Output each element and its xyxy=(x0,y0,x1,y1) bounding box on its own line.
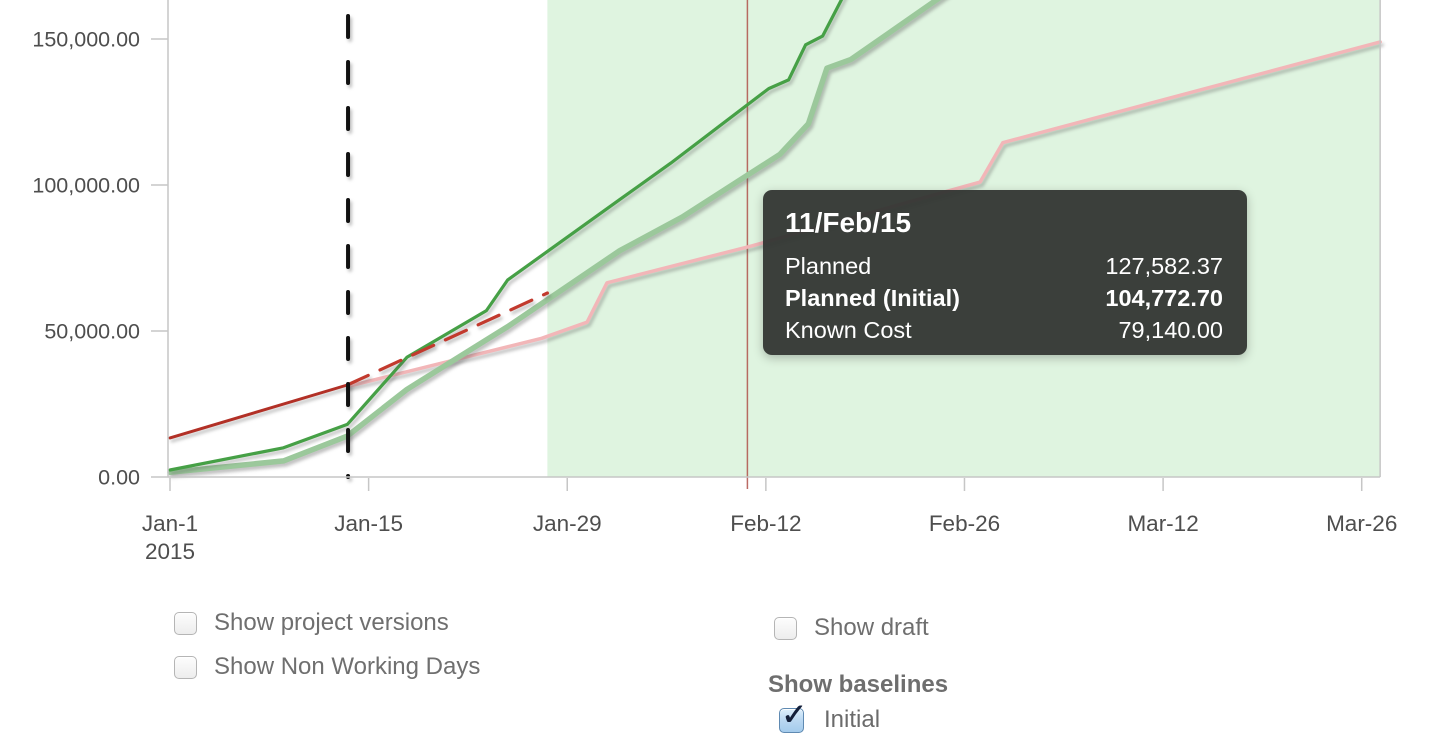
tooltip-row-label: Planned xyxy=(785,253,872,279)
show-project-versions-row: Show project versions xyxy=(174,609,449,637)
show-baselines-heading: Show baselines xyxy=(768,671,949,698)
series-known-cost-actual-line xyxy=(168,383,349,440)
series-known-cost-trend-line xyxy=(345,291,550,387)
x-tick-label: Feb-12 xyxy=(730,511,801,536)
tooltip-row-planned: Planned 127,582.37 xyxy=(785,250,1223,282)
y-tick-label: 150,000.00 xyxy=(32,28,140,52)
show-non-working-days-checkbox[interactable] xyxy=(174,655,197,679)
tooltip-row-planned-initial: Planned (Initial) 104,772.70 xyxy=(785,282,1223,314)
x-tick-label: Jan-29 xyxy=(533,511,602,536)
y-tick-label: 0.00 xyxy=(98,466,140,490)
tooltip-row-known-cost: Known Cost 79,140.00 xyxy=(785,314,1223,346)
y-tick-label: 50,000.00 xyxy=(44,320,140,344)
tooltip-row-value: 104,772.70 xyxy=(1105,285,1223,311)
y-tick-label: 100,000.00 xyxy=(32,174,140,198)
show-draft-checkbox[interactable] xyxy=(774,616,797,640)
tooltip-row-label: Planned (Initial) xyxy=(785,285,960,311)
show-project-versions-checkbox[interactable] xyxy=(174,611,197,635)
baseline-initial-label[interactable]: Initial xyxy=(824,706,881,733)
chart-tooltip: 11/Feb/15 Planned 127,582.37 Planned (In… xyxy=(763,190,1247,355)
x-tick-label: Jan-1 xyxy=(142,511,198,536)
tooltip-date: 11/Feb/15 xyxy=(785,207,912,238)
x-tick-label: Mar-26 xyxy=(1326,511,1397,536)
x-tick-year-label: 2015 xyxy=(145,539,195,564)
show-draft-label[interactable]: Show draft xyxy=(814,614,929,641)
baseline-initial-row: Initial xyxy=(779,697,881,734)
tooltip-row-label: Known Cost xyxy=(785,317,912,343)
show-draft-row: Show draft xyxy=(774,614,929,642)
series-known-cost-line xyxy=(345,40,1382,389)
x-tick-label: Jan-15 xyxy=(334,511,403,536)
show-project-versions-label[interactable]: Show project versions xyxy=(214,609,449,636)
tooltip-row-value: 127,582.37 xyxy=(1105,253,1223,279)
series-planned-line xyxy=(168,0,844,472)
show-non-working-days-label[interactable]: Show Non Working Days xyxy=(214,653,481,680)
show-non-working-days-row: Show Non Working Days xyxy=(174,653,480,681)
x-tick-label: Mar-12 xyxy=(1127,511,1198,536)
baseline-initial-checkbox[interactable] xyxy=(779,697,807,733)
tooltip-row-value: 79,140.00 xyxy=(1118,317,1223,343)
x-tick-label: Feb-26 xyxy=(929,511,1000,536)
